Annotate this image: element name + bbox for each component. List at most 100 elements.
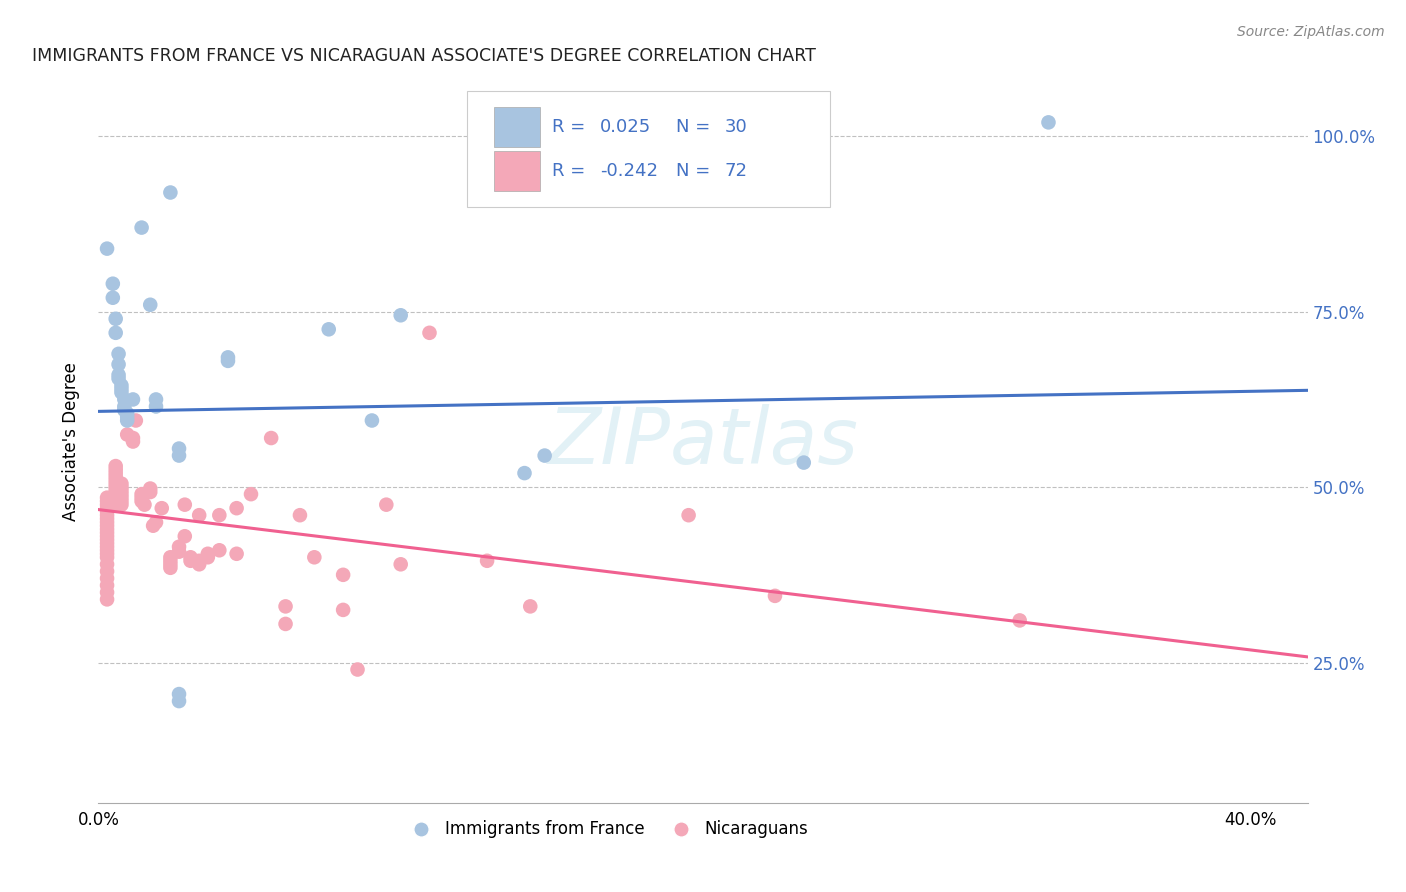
Point — [131, 494, 153, 508]
Point — [418, 326, 440, 340]
Point — [167, 544, 190, 558]
Point — [96, 508, 118, 523]
Text: R =: R = — [551, 118, 591, 136]
Point — [678, 508, 700, 523]
Point — [167, 694, 190, 708]
Point — [104, 483, 127, 498]
Point — [96, 578, 118, 592]
Point — [188, 508, 211, 523]
Point — [375, 498, 398, 512]
Point — [122, 434, 145, 449]
Point — [188, 554, 211, 568]
Point — [225, 501, 247, 516]
Point — [104, 459, 127, 474]
Point — [107, 368, 129, 382]
Point — [131, 220, 153, 235]
Point — [288, 508, 311, 523]
Point — [110, 378, 132, 392]
Point — [134, 498, 156, 512]
Point — [115, 413, 138, 427]
Point — [145, 392, 167, 407]
Point — [260, 431, 283, 445]
Point — [96, 525, 118, 540]
Point — [533, 449, 555, 463]
Point — [167, 449, 190, 463]
Point — [159, 554, 181, 568]
Point — [96, 571, 118, 585]
Point — [96, 592, 118, 607]
Point — [332, 567, 354, 582]
Point — [110, 494, 132, 508]
Point — [131, 491, 153, 505]
Point — [389, 308, 412, 322]
Text: 72: 72 — [724, 162, 748, 180]
Point — [107, 357, 129, 371]
Point — [159, 561, 181, 575]
Point — [763, 589, 786, 603]
Point — [180, 550, 202, 565]
Point — [197, 550, 219, 565]
Text: 0.025: 0.025 — [600, 118, 651, 136]
Point — [96, 536, 118, 550]
Point — [125, 413, 148, 427]
Point — [96, 540, 118, 554]
Point — [180, 554, 202, 568]
Point — [110, 487, 132, 501]
Point — [96, 522, 118, 536]
Point — [115, 409, 138, 424]
Point — [96, 501, 118, 516]
Point — [304, 550, 326, 565]
Point — [389, 558, 412, 572]
Point — [122, 392, 145, 407]
Point — [115, 427, 138, 442]
Point — [274, 599, 297, 614]
Point — [96, 533, 118, 547]
Point — [104, 491, 127, 505]
Point — [159, 550, 181, 565]
Point — [167, 540, 190, 554]
Point — [197, 547, 219, 561]
Point — [139, 298, 162, 312]
Point — [96, 505, 118, 519]
Point — [142, 518, 165, 533]
Point — [96, 494, 118, 508]
Text: N =: N = — [676, 162, 717, 180]
Point — [513, 466, 536, 480]
Point — [188, 558, 211, 572]
Point — [96, 547, 118, 561]
Point — [115, 407, 138, 421]
Point — [159, 558, 181, 572]
Point — [104, 476, 127, 491]
Point — [139, 482, 162, 496]
Text: 30: 30 — [724, 118, 748, 136]
Point — [225, 547, 247, 561]
Point — [318, 322, 340, 336]
Point — [217, 354, 239, 368]
Point — [346, 663, 368, 677]
Point — [112, 403, 135, 417]
Point — [104, 473, 127, 487]
Point — [793, 456, 815, 470]
Point — [96, 498, 118, 512]
Bar — [494, 152, 540, 191]
Point — [167, 442, 190, 456]
Point — [96, 564, 118, 578]
Point — [101, 291, 124, 305]
Point — [96, 585, 118, 599]
Point — [145, 400, 167, 414]
Point — [96, 242, 118, 256]
Point — [96, 529, 118, 543]
Point — [475, 554, 498, 568]
Point — [150, 501, 173, 516]
Point — [96, 515, 118, 529]
Point — [101, 277, 124, 291]
Point — [112, 392, 135, 407]
Point — [107, 371, 129, 385]
Point — [131, 487, 153, 501]
Point — [361, 413, 384, 427]
Point — [1038, 115, 1060, 129]
Point — [104, 326, 127, 340]
Point — [104, 462, 127, 476]
Text: N =: N = — [676, 118, 717, 136]
Point — [96, 550, 118, 565]
